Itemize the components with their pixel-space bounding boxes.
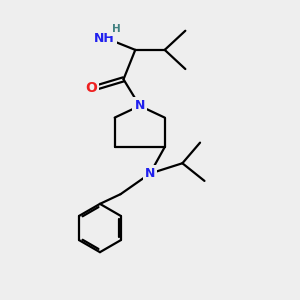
Text: O: O (85, 81, 97, 95)
Text: N: N (134, 99, 145, 112)
Text: NH: NH (94, 32, 115, 45)
Text: N: N (145, 167, 155, 180)
Text: H: H (112, 24, 121, 34)
